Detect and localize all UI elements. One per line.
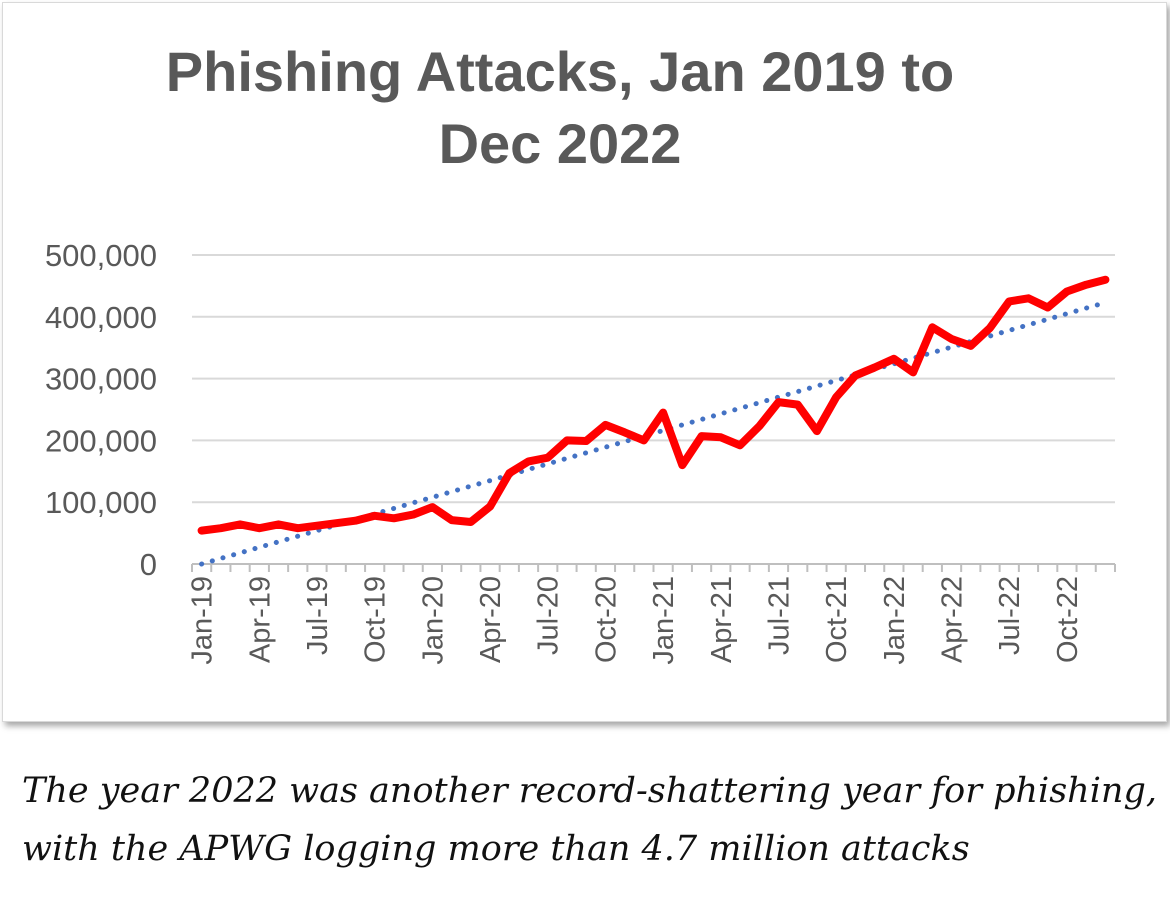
x-tick-label: Jan-20	[417, 576, 449, 665]
line-chart: 0 100,000 200,000 300,000 400,000 500,000 Jan-…	[45, 238, 1116, 665]
x-tick-label: Oct-19	[360, 576, 392, 663]
x-tick-label: Jul-22	[994, 576, 1026, 655]
x-tick-label: Jul-20	[533, 576, 565, 655]
x-tick-label: Jan-19	[187, 576, 219, 665]
y-tick-label: 200,000	[45, 423, 157, 458]
series-line-phishing-attacks	[197, 275, 1110, 535]
x-tick-label: Apr-21	[706, 576, 738, 663]
caption-line-1: The year 2022 was another record-shatter…	[22, 771, 1157, 811]
y-tick-label: 400,000	[45, 300, 157, 335]
x-tick-label: Jul-21	[763, 576, 795, 655]
y-tick-label: 100,000	[45, 485, 157, 520]
chart-frame	[2, 2, 1167, 722]
x-tick-label: Jan-21	[648, 576, 680, 665]
x-tick-label: Jul-19	[302, 576, 334, 655]
x-tick-label: Jan-22	[879, 576, 911, 665]
chart-title-line-1: Phishing Attacks, Jan 2019 to	[165, 40, 955, 103]
caption-line-2: with the APWG logging more than 4.7 mill…	[22, 829, 970, 869]
x-tick-label: Oct-21	[821, 576, 853, 663]
x-tick-label: Oct-20	[590, 576, 622, 663]
y-tick-label: 0	[140, 547, 157, 582]
x-tick-label: Apr-20	[475, 576, 507, 663]
x-tick-label: Oct-22	[1052, 576, 1084, 663]
x-tick-label: Apr-22	[937, 576, 969, 663]
x-tick-label: Apr-19	[244, 576, 276, 663]
y-tick-label: 500,000	[45, 238, 157, 273]
chart-title-line-2: Dec 2022	[438, 112, 682, 175]
chart-title: Phishing Attacks, Jan 2019 to Dec 2022	[60, 36, 1060, 180]
figure-caption: The year 2022 was another record-shatter…	[22, 762, 1170, 878]
y-tick-label: 300,000	[45, 362, 157, 397]
